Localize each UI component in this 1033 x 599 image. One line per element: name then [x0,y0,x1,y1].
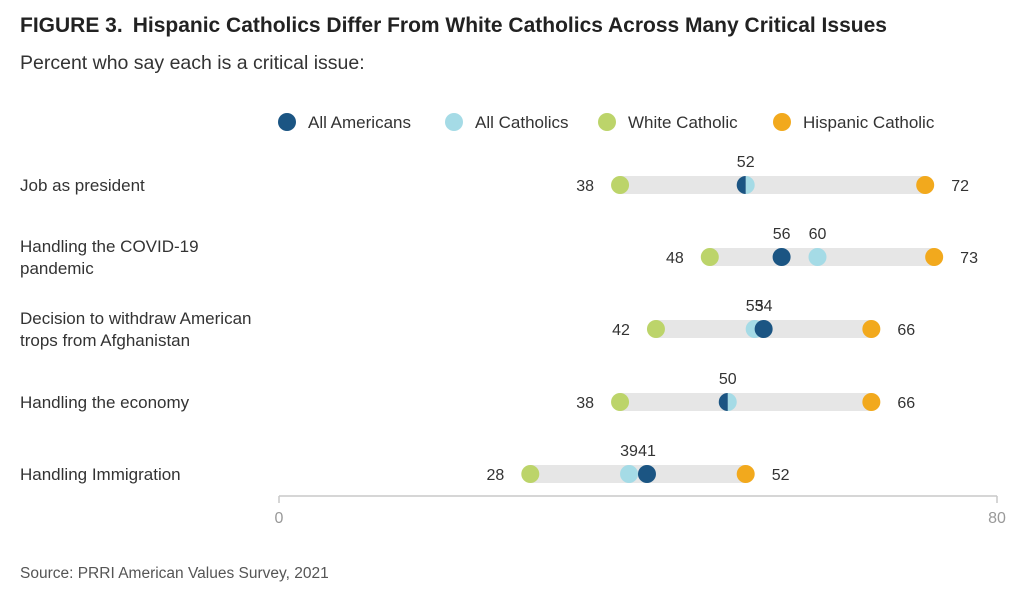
data-point-hispanic-catholic [862,393,881,411]
data-point-all-americans [736,176,746,194]
data-point-hispanic-catholic [916,176,935,194]
legend-label-white-catholic: White Catholic [628,113,738,132]
data-point-all-catholics [808,248,827,266]
figure-title: FIGURE 3. Hispanic Catholics Differ From … [20,14,887,38]
category-label: pandemic [20,259,94,278]
data-label-hispanic-catholic: 72 [951,178,969,195]
category-label: Handling Immigration [20,465,181,484]
data-point-hispanic-catholic [862,320,881,338]
category-label: Handling the economy [20,393,190,412]
legend-marker-all-americans [278,113,296,131]
legend-marker-all-catholics [445,113,463,131]
data-label-all-catholics: 60 [809,226,827,243]
data-label-white-catholic: 48 [666,250,684,267]
data-label-all-catholics: 39 [620,443,638,460]
x-axis-tick-label: 80 [988,510,1006,527]
source-note: Source: PRRI American Values Survey, 202… [20,565,329,582]
data-point-all-americans [718,393,728,411]
figure-title-text: Hispanic Catholics Differ From White Cat… [132,14,887,37]
category-label: Decision to withdraw American [20,309,251,328]
category-label: Handling the COVID-19 [20,237,199,256]
data-point-all-americans [637,465,656,483]
data-label-hispanic-catholic: 66 [897,322,915,339]
data-label-hispanic-catholic: 66 [897,395,915,412]
data-point-all-americans [772,248,791,266]
data-label-hispanic-catholic: 52 [772,467,790,484]
category-label: trops from Afghanistan [20,331,190,350]
data-point-hispanic-catholic [925,248,944,266]
legend-label-all-catholics: All Catholics [475,113,569,132]
figure-subtitle: Percent who say each is a critical issue… [20,52,365,74]
data-label-all-americans: 52 [737,154,755,171]
data-label-all-americans: 50 [719,371,737,388]
data-point-white-catholic [700,248,719,266]
data-label-all-catholics: 53 [746,298,764,315]
legend-label-all-americans: All Americans [308,113,411,132]
category-label: Job as president [20,176,145,195]
data-point-all-catholics [620,465,639,483]
data-label-white-catholic: 28 [487,467,505,484]
data-point-all-catholics [745,176,755,194]
data-label-white-catholic: 38 [576,178,594,195]
data-point-all-americans [754,320,773,338]
dot-range-chart: All Americans All Catholics White Catholic… [20,113,1006,527]
data-point-white-catholic [611,393,630,411]
data-label-all-americans: 54 [755,298,773,315]
legend-marker-white-catholic [598,113,616,131]
data-point-hispanic-catholic [736,465,755,483]
data-label-hispanic-catholic: 73 [960,250,978,267]
data-point-white-catholic [646,320,665,338]
legend-label-hispanic-catholic: Hispanic Catholic [803,113,935,132]
data-point-white-catholic [521,465,540,483]
data-point-white-catholic [611,176,630,194]
x-axis-tick-label: 0 [275,510,284,527]
legend-marker-hispanic-catholic [773,113,791,131]
data-label-white-catholic: 38 [576,395,594,412]
data-label-all-americans: 56 [773,226,791,243]
data-label-white-catholic: 42 [612,322,630,339]
range-track [620,393,872,411]
data-point-all-catholics [727,393,737,411]
figure-label: FIGURE 3. [20,14,123,37]
range-track [620,176,926,194]
data-label-all-americans: 41 [638,443,656,460]
